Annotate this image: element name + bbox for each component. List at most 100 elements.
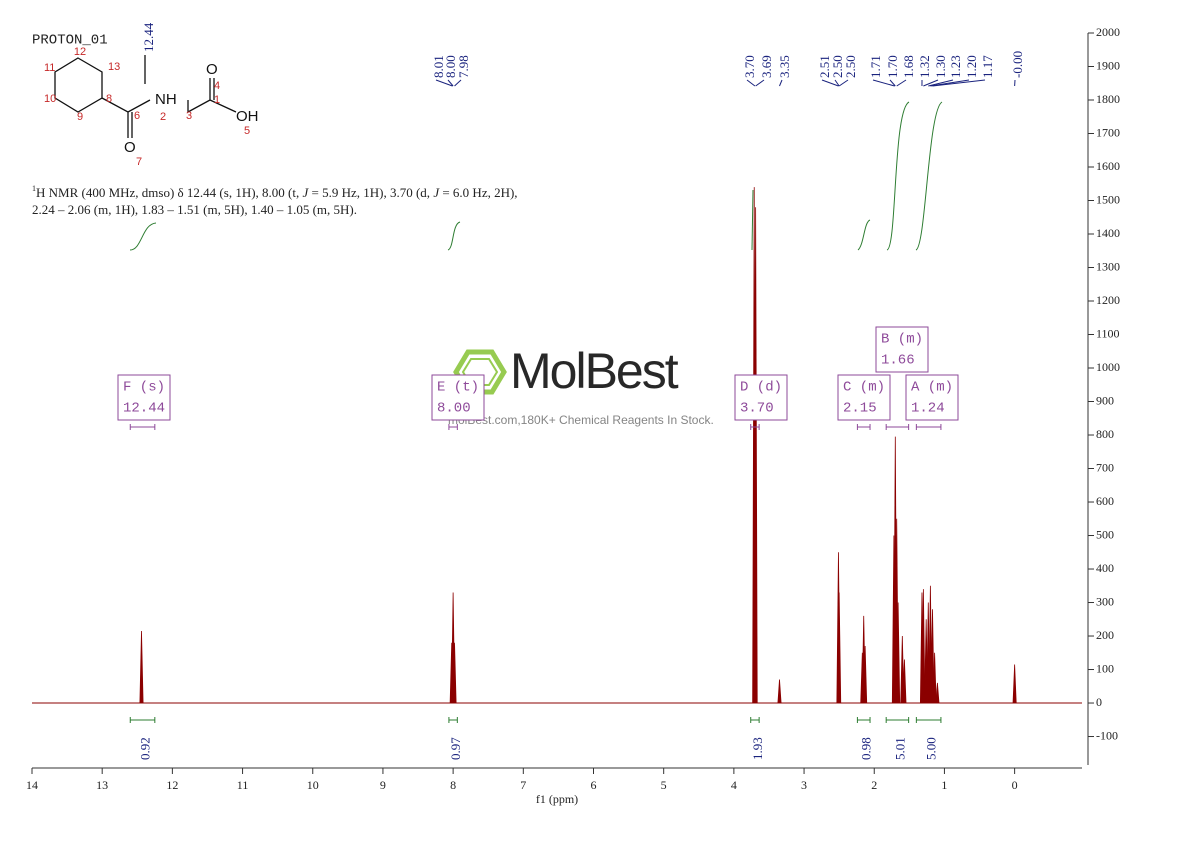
- y-tick-label: 200: [1096, 628, 1114, 642]
- y-tick-label: 1100: [1096, 326, 1120, 340]
- peak: [932, 652, 937, 704]
- peak: [935, 682, 940, 704]
- peak-label-connector: [435, 79, 453, 87]
- atom-number: 12: [74, 46, 86, 58]
- atom-number: 13: [108, 61, 120, 73]
- x-tick-label: 12: [166, 778, 178, 792]
- multiplet-shift: 12.44: [123, 401, 165, 417]
- desc-part: = 5.9 Hz, 1H), 3.70 (d,: [308, 185, 433, 200]
- y-tick-label: 1300: [1096, 259, 1120, 273]
- multiplet-name: B (m): [881, 332, 923, 348]
- x-tick-label: 9: [380, 778, 386, 792]
- peak-label-connector: [928, 79, 954, 87]
- atom-number: 10: [44, 93, 56, 105]
- y-tick-label: 2000: [1096, 25, 1120, 39]
- x-tick-label: 1: [941, 778, 947, 792]
- atom-label: O: [124, 139, 136, 156]
- y-tick-label: 800: [1096, 427, 1114, 441]
- peak-label-connector: [872, 79, 895, 87]
- peak-label: 3.35: [777, 55, 792, 78]
- peak-label: 1.32: [917, 55, 932, 78]
- peak: [777, 679, 782, 704]
- atom-label: OH: [236, 108, 259, 125]
- peak-label: 1.17: [980, 55, 995, 78]
- multiplet-name: E (t): [437, 380, 479, 396]
- atom-number: 8: [106, 93, 112, 105]
- peak-label: 1.68: [901, 55, 916, 78]
- integral-value: 5.00: [924, 737, 939, 760]
- y-tick-label: 500: [1096, 527, 1114, 541]
- multiplet-box: [734, 374, 788, 421]
- y-tick-label: 400: [1096, 561, 1114, 575]
- peak-label: 7.98: [456, 55, 471, 78]
- integral-range: [129, 717, 156, 723]
- y-tick-label: 300: [1096, 594, 1114, 608]
- multiplet-range: [915, 424, 942, 430]
- atom-number: 4: [214, 80, 220, 92]
- y-tick-label: 1800: [1096, 92, 1120, 106]
- structure: 12 13 11 10 9 8 6 7 2 3 1 4 5 NH O OH O …: [44, 22, 259, 168]
- integral-value: 0.97: [448, 737, 463, 760]
- description: 2.24 – 2.06 (m, 1H), 1.83 – 1.51 (m, 5H)…: [32, 202, 357, 217]
- integral-range: [885, 717, 910, 723]
- atom-number: 3: [186, 110, 192, 122]
- atom-number: 9: [77, 111, 83, 123]
- y-tick-label: 1700: [1096, 125, 1120, 139]
- multiplet-name: F (s): [123, 380, 165, 396]
- y-tick-label: 1000: [1096, 360, 1120, 374]
- desc-part: J: [302, 185, 309, 200]
- peak-label-connector: [454, 79, 462, 87]
- x-tick-label: 0: [1012, 778, 1018, 792]
- peak-label: 2.50: [830, 55, 845, 78]
- peak: [896, 602, 901, 704]
- multiplet-shift: 3.70: [740, 401, 774, 417]
- peak: [902, 659, 907, 704]
- multiplet-box: [117, 374, 171, 421]
- peak-label: 8.00: [443, 55, 458, 78]
- multiplet-range: [129, 424, 156, 430]
- peak-label: -0.00: [1010, 51, 1025, 78]
- peak-label-connector: [821, 79, 839, 87]
- peak-label: 2.51: [817, 55, 832, 78]
- peak: [921, 589, 926, 704]
- multiplet-box: [431, 374, 485, 421]
- description: 1H NMR (400 MHz, dmso) δ 12.44 (s, 1H), …: [32, 184, 518, 200]
- desc-part: 1: [32, 184, 36, 193]
- atom-label: NH: [155, 91, 177, 108]
- peak: [452, 642, 457, 704]
- integral-value: 5.01: [892, 737, 907, 760]
- y-tick-label: 100: [1096, 661, 1114, 675]
- desc-part: J: [433, 185, 440, 200]
- watermark-text: molBest.com,180K+ Chemical Reagents In S…: [448, 413, 714, 427]
- peak: [139, 630, 144, 704]
- peak-label-connector: [447, 79, 454, 87]
- peak-label-connector: [834, 79, 840, 87]
- multiplet-name: D (d): [740, 380, 782, 396]
- watermark: MolBest molBest.com,180K+ Chemical Reage…: [448, 343, 714, 427]
- atom-number: 2: [160, 111, 166, 123]
- peak-label-connector: [932, 79, 986, 87]
- x-tick-label: 2: [871, 778, 877, 792]
- multiplet-box: [837, 374, 891, 421]
- peak-label-connector: [930, 79, 970, 87]
- y-tick-label: 1600: [1096, 159, 1120, 173]
- x-tick-label: 7: [520, 778, 526, 792]
- methyl-shift: 12.44: [141, 22, 156, 52]
- atom-label: O: [206, 61, 218, 78]
- y-tick-label: 900: [1096, 393, 1114, 407]
- x-tick-label: 3: [801, 778, 807, 792]
- multiplet-shift: 8.00: [437, 401, 471, 417]
- x-tick-label: 4: [731, 778, 737, 792]
- x-tick-label: 5: [661, 778, 667, 792]
- integral-range: [915, 717, 942, 723]
- peak-label: 1.23: [948, 55, 963, 78]
- peak: [930, 609, 935, 704]
- multiplet-name: C (m): [843, 380, 885, 396]
- peak-label: 8.01: [431, 55, 446, 78]
- integral-value: 0.92: [138, 737, 153, 760]
- peak: [837, 592, 842, 704]
- desc-part: H NMR (400 MHz, dmso) δ 12.44 (s, 1H), 8…: [36, 185, 302, 200]
- y-tick-label: 1400: [1096, 226, 1120, 240]
- multiplet-name: A (m): [911, 380, 953, 396]
